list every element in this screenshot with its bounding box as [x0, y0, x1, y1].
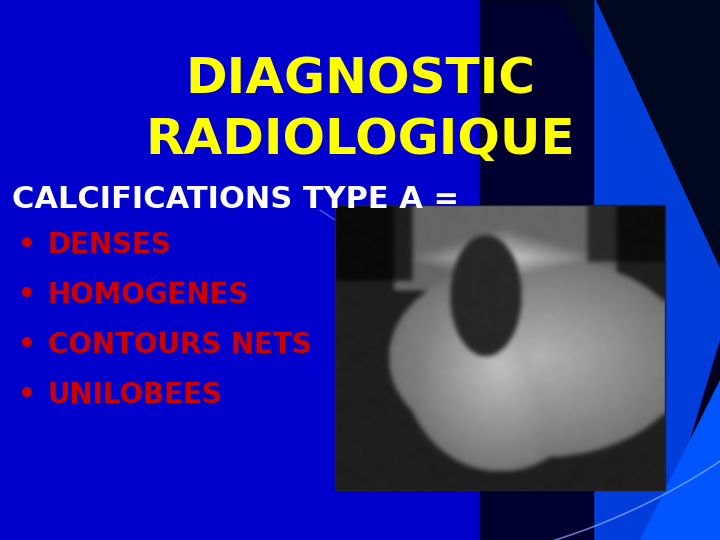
- Polygon shape: [480, 0, 720, 290]
- Text: RADIOLOGIQUE: RADIOLOGIQUE: [145, 116, 575, 164]
- Bar: [335, 205, 665, 490]
- Polygon shape: [595, 0, 720, 540]
- Text: •: •: [18, 281, 36, 309]
- Polygon shape: [480, 0, 720, 540]
- Text: •: •: [18, 331, 36, 359]
- Text: DENSES: DENSES: [48, 231, 172, 259]
- Text: CALCIFICATIONS TYPE A =: CALCIFICATIONS TYPE A =: [12, 186, 459, 214]
- Text: •: •: [18, 381, 36, 409]
- Text: DIAGNOSTIC: DIAGNOSTIC: [185, 56, 535, 104]
- Text: CONTOURS NETS: CONTOURS NETS: [48, 331, 312, 359]
- Text: •: •: [18, 231, 36, 259]
- Text: UNILOBEES: UNILOBEES: [48, 381, 223, 409]
- Polygon shape: [640, 380, 720, 540]
- Text: HOMOGENES: HOMOGENES: [48, 281, 249, 309]
- Polygon shape: [660, 340, 720, 540]
